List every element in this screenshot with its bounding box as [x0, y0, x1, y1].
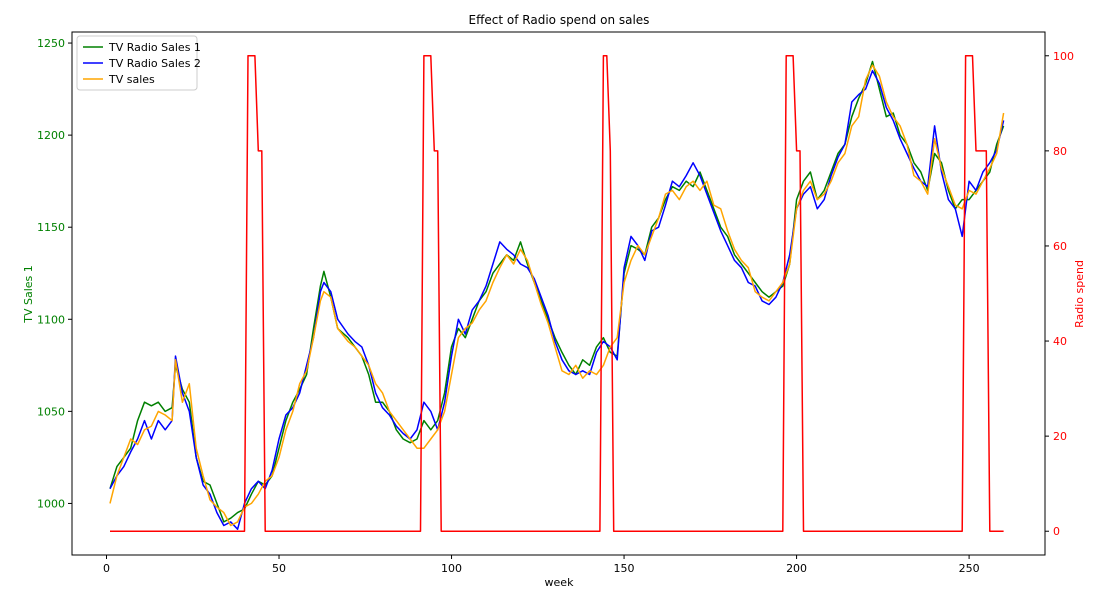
series-line-tv-radio-sales-1 [109, 60, 1005, 523]
plot-frame [71, 31, 1046, 556]
y-right-tick-label: 0 [1053, 525, 1060, 538]
y-left-tick-label: 1250 [37, 37, 65, 50]
x-tick-label: 200 [786, 562, 807, 575]
y-right-tick-label: 40 [1053, 335, 1067, 348]
y-right-tick-label: 100 [1053, 50, 1074, 63]
y-left-tick-label: 1000 [37, 497, 65, 510]
y-left-tick-label: 1100 [37, 313, 65, 326]
plot-area [71, 31, 1046, 556]
y-axis-left-label: TV Sales 1 [22, 265, 35, 324]
x-tick-label: 0 [103, 562, 110, 575]
y-right-tick-label: 20 [1053, 430, 1067, 443]
x-tick-label: 100 [441, 562, 462, 575]
y-left-tick-label: 1200 [37, 129, 65, 142]
y-left-tick-label: 1050 [37, 405, 65, 418]
series-line-tv-sales [109, 64, 1005, 527]
x-axis: 0 50 100 150 200 250 [103, 555, 980, 575]
y-axis-right-label: Radio spend [1073, 260, 1086, 328]
x-tick-label: 50 [272, 562, 286, 575]
y-right-tick-label: 60 [1053, 240, 1067, 253]
legend-label: TV sales [108, 73, 155, 86]
x-tick-label: 250 [959, 562, 980, 575]
y-axis-right: 0 20 40 60 80 100 [1045, 50, 1074, 538]
x-axis-label: week [545, 576, 575, 589]
x-tick-label: 150 [614, 562, 635, 575]
y-left-tick-label: 1150 [37, 221, 65, 234]
y-axis-left: 1000 1050 1100 1150 1200 1250 [37, 37, 72, 510]
legend-label: TV Radio Sales 2 [108, 57, 201, 70]
series-line-radio-spend [110, 55, 1004, 532]
series-line-tv-radio-sales-2 [109, 69, 1005, 530]
legend: TV Radio Sales 1 TV Radio Sales 2 TV sales [76, 35, 201, 91]
legend-label: TV Radio Sales 1 [108, 41, 201, 54]
chart-title: Effect of Radio spend on sales [469, 13, 650, 27]
y-right-tick-label: 80 [1053, 145, 1067, 158]
legend-box [76, 35, 198, 91]
